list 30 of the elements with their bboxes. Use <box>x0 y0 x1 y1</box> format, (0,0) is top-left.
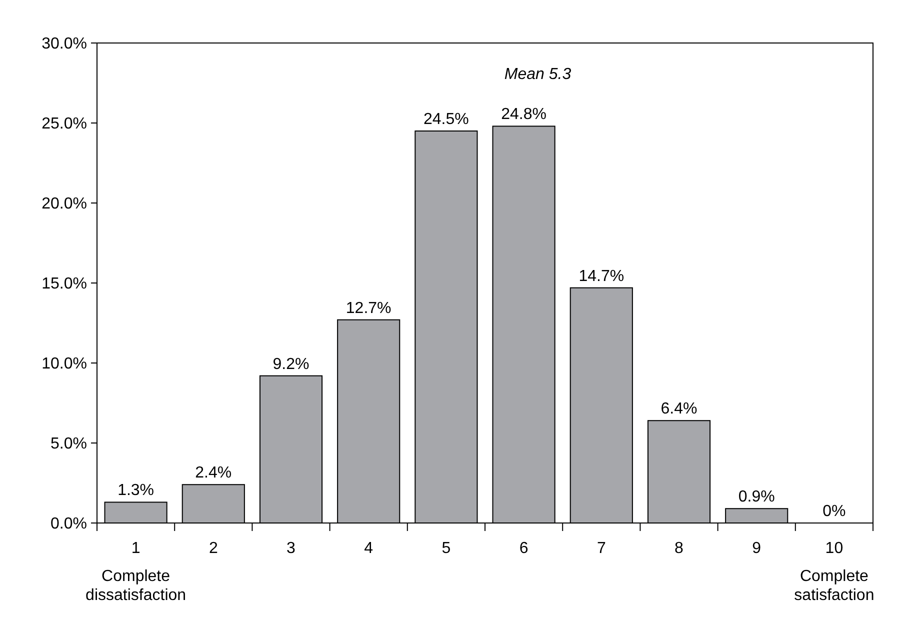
x-tick-label: 5 <box>442 540 451 557</box>
y-tick-label: 20.0% <box>42 196 87 213</box>
x-tick-label: 10 <box>825 540 844 557</box>
data-label: 6.4% <box>660 400 698 418</box>
y-tick-label: 30.0% <box>42 36 87 53</box>
x-tick-label: 1 <box>131 540 140 557</box>
data-label: 12.7% <box>346 300 392 317</box>
x-tick-label: 6 <box>519 540 528 557</box>
x-tick-label: 9 <box>752 540 762 557</box>
data-label: 24.5% <box>424 111 469 128</box>
data-label: 9.2% <box>272 356 310 373</box>
y-tick-label: 15.0% <box>42 276 87 293</box>
y-tick-label: 5.0% <box>50 436 87 453</box>
text: Complete satisfaction <box>794 568 874 604</box>
data-label: 24.8% <box>501 106 546 124</box>
data-label: 0.9% <box>738 488 775 506</box>
x-tick-label: 8 <box>674 540 684 557</box>
x-tick-label: 2 <box>208 540 218 557</box>
text: Complete dissatisfaction <box>86 568 186 604</box>
y-tick-label: 25.0% <box>42 116 87 133</box>
x-tick-label: 7 <box>596 540 606 557</box>
y-tick-label: 0.0% <box>50 516 87 533</box>
data-label: 14.7% <box>578 268 624 285</box>
x-tick-label: 4 <box>364 540 374 557</box>
x-tick-label: 3 <box>286 540 296 557</box>
data-label: 2.4% <box>195 464 232 482</box>
annotation: Mean 5.3 <box>504 66 572 83</box>
data-label: 0% <box>822 503 846 520</box>
data-label: 1.3% <box>118 482 154 500</box>
y-tick-label: 10.0% <box>42 356 87 373</box>
